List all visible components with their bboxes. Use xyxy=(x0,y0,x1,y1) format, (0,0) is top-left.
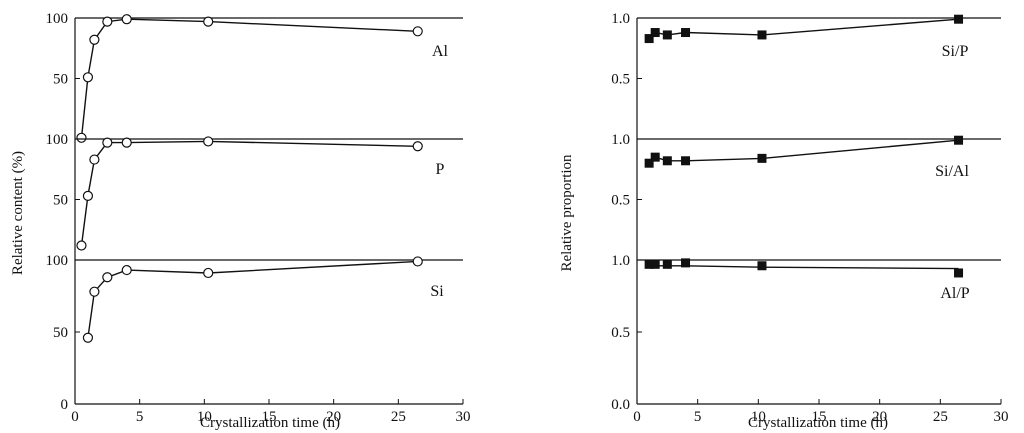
data-point xyxy=(102,137,113,148)
y-tick-label: 0.5 xyxy=(611,325,630,341)
panel-label: P xyxy=(436,161,445,178)
x-tick-label: 5 xyxy=(136,409,144,425)
data-point xyxy=(102,272,113,283)
panel-al: 50 100 Al xyxy=(46,11,463,143)
data-point xyxy=(82,72,94,83)
y-tick-label: 1.0 xyxy=(611,132,630,148)
x-axis-title: Crystallization time (h) xyxy=(748,415,888,431)
data-point xyxy=(412,256,423,267)
series-line xyxy=(80,140,418,246)
data-point xyxy=(681,156,691,166)
chart-1: 0 5 10 15 20 25 30 Crystallization time (h) Rela… xyxy=(10,11,471,431)
x-tick-label: 30 xyxy=(994,409,1009,425)
x-tick-label: 0 xyxy=(633,409,641,425)
data-point xyxy=(412,26,423,37)
y-tick-label: 100 xyxy=(46,132,69,148)
panel-al-p: 0.0 0.5 1.0 Al/P xyxy=(611,253,1001,413)
data-point xyxy=(954,14,964,24)
y-tick-label: 0.5 xyxy=(611,193,630,209)
y-tick-label: 100 xyxy=(46,253,69,269)
data-point xyxy=(644,34,654,44)
x-tick-label: 10 xyxy=(751,409,766,425)
y-tick-label: 0.5 xyxy=(611,72,630,88)
x-tick-label: 15 xyxy=(262,409,277,425)
panel-si: 0 50 100 Si xyxy=(46,253,463,413)
y-tick-label: 0 xyxy=(61,397,69,413)
x-tick-label: 20 xyxy=(326,409,341,425)
y-axis-title: Relative proportion xyxy=(559,154,575,272)
data-point xyxy=(662,30,672,40)
x-tick-label: 15 xyxy=(812,409,827,425)
series-line xyxy=(649,265,959,270)
y-tick-label: 1.0 xyxy=(611,11,630,27)
data-point xyxy=(76,132,87,143)
x-tick-label: 0 xyxy=(71,409,79,425)
x-tick-label: 5 xyxy=(694,409,702,425)
panel-label: Si/P xyxy=(942,43,969,60)
y-axis-title: Relative content (%) xyxy=(10,151,26,275)
data-point xyxy=(644,158,654,168)
y-tick-label: 0.0 xyxy=(611,397,630,413)
data-point xyxy=(121,264,132,276)
data-point xyxy=(662,156,672,166)
y-tick-label: 50 xyxy=(53,72,68,88)
series-line xyxy=(648,139,959,164)
panel-si-p: 0.5 1.0 Si/P xyxy=(611,11,1001,88)
x-axis-title: Crystallization time (h) xyxy=(200,415,340,431)
series-line xyxy=(87,260,418,338)
y-tick-label: 1.0 xyxy=(611,253,630,269)
y-tick-label: 50 xyxy=(53,193,68,209)
data-point xyxy=(121,137,132,148)
data-point xyxy=(89,34,100,45)
chart-2: 0 5 10 15 20 25 30 Crystallization time (h) Rela… xyxy=(559,11,1009,431)
data-point xyxy=(954,268,964,278)
data-point xyxy=(757,30,767,40)
data-point xyxy=(681,258,691,268)
data-point xyxy=(662,259,672,269)
data-point xyxy=(757,153,767,163)
data-point xyxy=(82,332,94,343)
data-point xyxy=(650,28,660,38)
series-line xyxy=(80,18,418,138)
data-point xyxy=(650,152,660,162)
x-tick-label: 20 xyxy=(872,409,887,425)
x-tick-label: 25 xyxy=(933,409,948,425)
panel-si-al: 0.5 1.0 Si/Al xyxy=(611,132,1001,209)
data-point xyxy=(82,190,94,201)
panel-label: Si xyxy=(430,283,444,300)
data-point xyxy=(203,16,214,27)
data-point xyxy=(650,259,660,269)
data-point xyxy=(203,267,214,279)
data-point xyxy=(412,141,423,152)
data-point xyxy=(102,16,113,27)
panel-label: Al/P xyxy=(940,285,969,302)
data-point xyxy=(681,28,691,38)
data-point xyxy=(757,261,767,271)
data-point xyxy=(954,135,964,145)
data-point xyxy=(203,136,214,147)
data-point xyxy=(89,286,100,297)
data-point xyxy=(121,14,132,25)
x-tick-label: 30 xyxy=(456,409,471,425)
y-tick-label: 50 xyxy=(53,325,68,341)
x-tick-label: 10 xyxy=(197,409,212,425)
y-tick-label: 100 xyxy=(46,11,69,27)
data-point xyxy=(76,240,87,251)
x-tick-label: 25 xyxy=(391,409,406,425)
panel-label: Al xyxy=(432,43,449,60)
data-point xyxy=(89,154,100,165)
panel-p: 50 100 P xyxy=(46,132,463,251)
panel-label: Si/Al xyxy=(935,163,969,180)
series-line xyxy=(648,18,959,40)
